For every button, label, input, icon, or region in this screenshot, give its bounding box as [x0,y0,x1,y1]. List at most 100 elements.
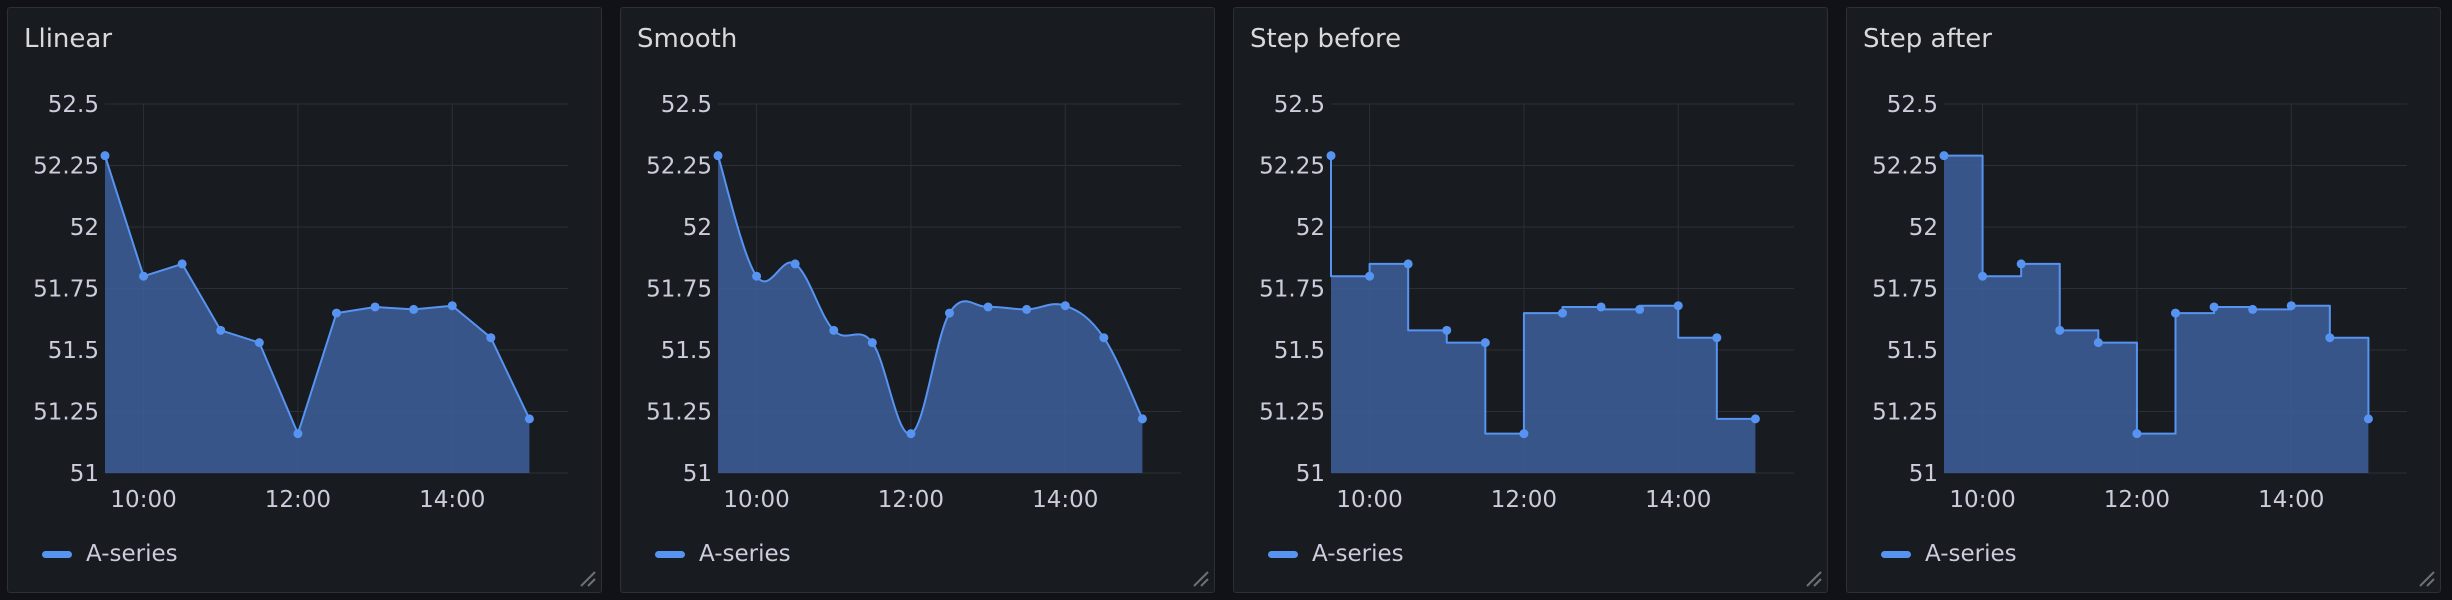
data-point[interactable] [100,151,110,161]
legend-label[interactable]: A-series [1925,541,2017,567]
legend-label[interactable]: A-series [1312,541,1404,567]
y-tick-label: 52.5 [1274,92,1325,118]
data-point[interactable] [486,333,496,343]
panel-linear[interactable]: Llinear 52.5 52.25 52 51.75 51.5 51.25 51 10:00… [7,7,602,593]
data-point[interactable] [2248,304,2258,314]
panel-smooth[interactable]: Smooth 52.5 52.25 52 51.75 51.5 51.25 51 10:00 1… [620,7,1215,593]
data-point[interactable] [1635,304,1645,314]
panel-title[interactable]: Smooth [637,24,738,54]
y-tick-label: 52 [1909,215,1938,241]
resize-handle-icon[interactable] [1803,568,1823,588]
data-point[interactable] [2286,301,2296,311]
x-tick-label: 10:00 [723,487,789,513]
data-point[interactable] [1365,271,1375,281]
data-point[interactable] [332,308,341,318]
y-tick-label: 52.5 [661,92,712,118]
data-point[interactable] [1326,151,1336,161]
chart-step-after: 52.5 52.25 52 51.75 51.5 51.25 51 10:00 12:00 14:… [1872,92,2407,513]
chart-step-before: 52.5 52.25 52 51.75 51.5 51.25 51 10:00 12:00 14:… [1259,92,1794,513]
series-line[interactable] [104,155,531,435]
y-tick-label: 51.25 [1872,400,1938,426]
data-point[interactable] [409,304,419,314]
data-point[interactable] [1403,259,1413,269]
data-point[interactable] [1558,308,1567,318]
data-point[interactable] [447,301,457,311]
x-tick-label: 12:00 [2104,487,2170,513]
data-point[interactable] [1022,304,1032,314]
panel-title[interactable]: Llinear [24,24,113,54]
data-point[interactable] [790,259,800,269]
panel-step-before[interactable]: Step before 52.5 52.25 52 51.75 51.5 51.25 51 1… [1233,7,1828,593]
data-point[interactable] [1099,333,1109,343]
data-point[interactable] [1137,414,1147,424]
data-point[interactable] [2171,308,2180,318]
data-point[interactable] [945,308,954,318]
data-point[interactable] [829,325,839,335]
data-point[interactable] [2132,429,2142,439]
legend-label[interactable]: A-series [86,541,178,567]
data-point[interactable] [906,429,916,439]
data-point[interactable] [2363,414,2373,424]
chart-linear: 52.5 52.25 52 51.75 51.5 51.25 51 10:00 12:00 14:… [33,92,568,513]
data-point[interactable] [2209,302,2219,312]
y-tick-label: 52.25 [646,154,712,180]
data-point[interactable] [867,338,877,348]
series-line[interactable] [1330,155,1756,435]
series-area [1331,155,1756,473]
resize-handle-icon[interactable] [2416,568,2436,588]
data-point[interactable] [1060,301,1070,311]
x-tick-label: 14:00 [419,487,485,513]
y-tick-label: 52.5 [1887,92,1938,118]
legend-label[interactable]: A-series [699,541,791,567]
y-tick-label: 52 [683,215,712,241]
y-tick-label: 51 [1296,461,1325,487]
data-point[interactable] [1978,271,1988,281]
data-point[interactable] [216,325,226,335]
resize-handle-icon[interactable] [1190,568,1210,588]
resize-handle-icon[interactable] [577,568,597,588]
data-point[interactable] [1673,301,1683,311]
chart-smooth: 52.5 52.25 52 51.75 51.5 51.25 51 10:00 12:00 14:… [646,92,1181,513]
data-point[interactable] [254,338,264,348]
data-point[interactable] [1519,429,1529,439]
y-tick-label: 52.25 [1872,154,1938,180]
data-point[interactable] [2093,338,2103,348]
data-point[interactable] [1750,414,1760,424]
series-area [718,155,1143,473]
panel-title[interactable]: Step before [1250,24,1402,54]
x-tick-label: 14:00 [1645,487,1711,513]
legend-swatch [1268,550,1298,558]
x-tick-label: 12:00 [878,487,944,513]
data-point[interactable] [2016,259,2026,269]
data-point[interactable] [713,151,723,161]
y-tick-label: 51.5 [1887,338,1938,364]
y-tick-label: 51.75 [1872,277,1938,303]
data-point[interactable] [177,259,187,269]
x-tick-label: 12:00 [1491,487,1557,513]
x-tick-label: 10:00 [1336,487,1402,513]
data-point[interactable] [370,302,380,312]
data-point[interactable] [1596,302,1606,312]
data-point[interactable] [524,414,534,424]
legend[interactable]: A-series [1881,541,2017,567]
data-point[interactable] [2325,333,2335,343]
data-point[interactable] [983,302,993,312]
legend[interactable]: A-series [655,541,791,567]
y-tick-label: 52 [1296,215,1325,241]
data-point[interactable] [139,271,149,281]
data-point[interactable] [752,271,762,281]
legend[interactable]: A-series [1268,541,1404,567]
data-point[interactable] [1712,333,1722,343]
data-point[interactable] [1442,325,1452,335]
y-tick-label: 51.25 [1259,400,1325,426]
panel-step-after[interactable]: Step after 52.5 52.25 52 51.75 51.5 51.25 51 10… [1846,7,2441,593]
legend[interactable]: A-series [42,541,178,567]
data-point[interactable] [293,429,303,439]
data-point[interactable] [1480,338,1490,348]
data-point[interactable] [2055,325,2065,335]
legend-swatch [655,550,685,558]
y-tick-label: 51 [683,461,712,487]
y-tick-label: 51.25 [646,400,712,426]
panel-title[interactable]: Step after [1863,24,1992,54]
data-point[interactable] [1939,151,1949,161]
